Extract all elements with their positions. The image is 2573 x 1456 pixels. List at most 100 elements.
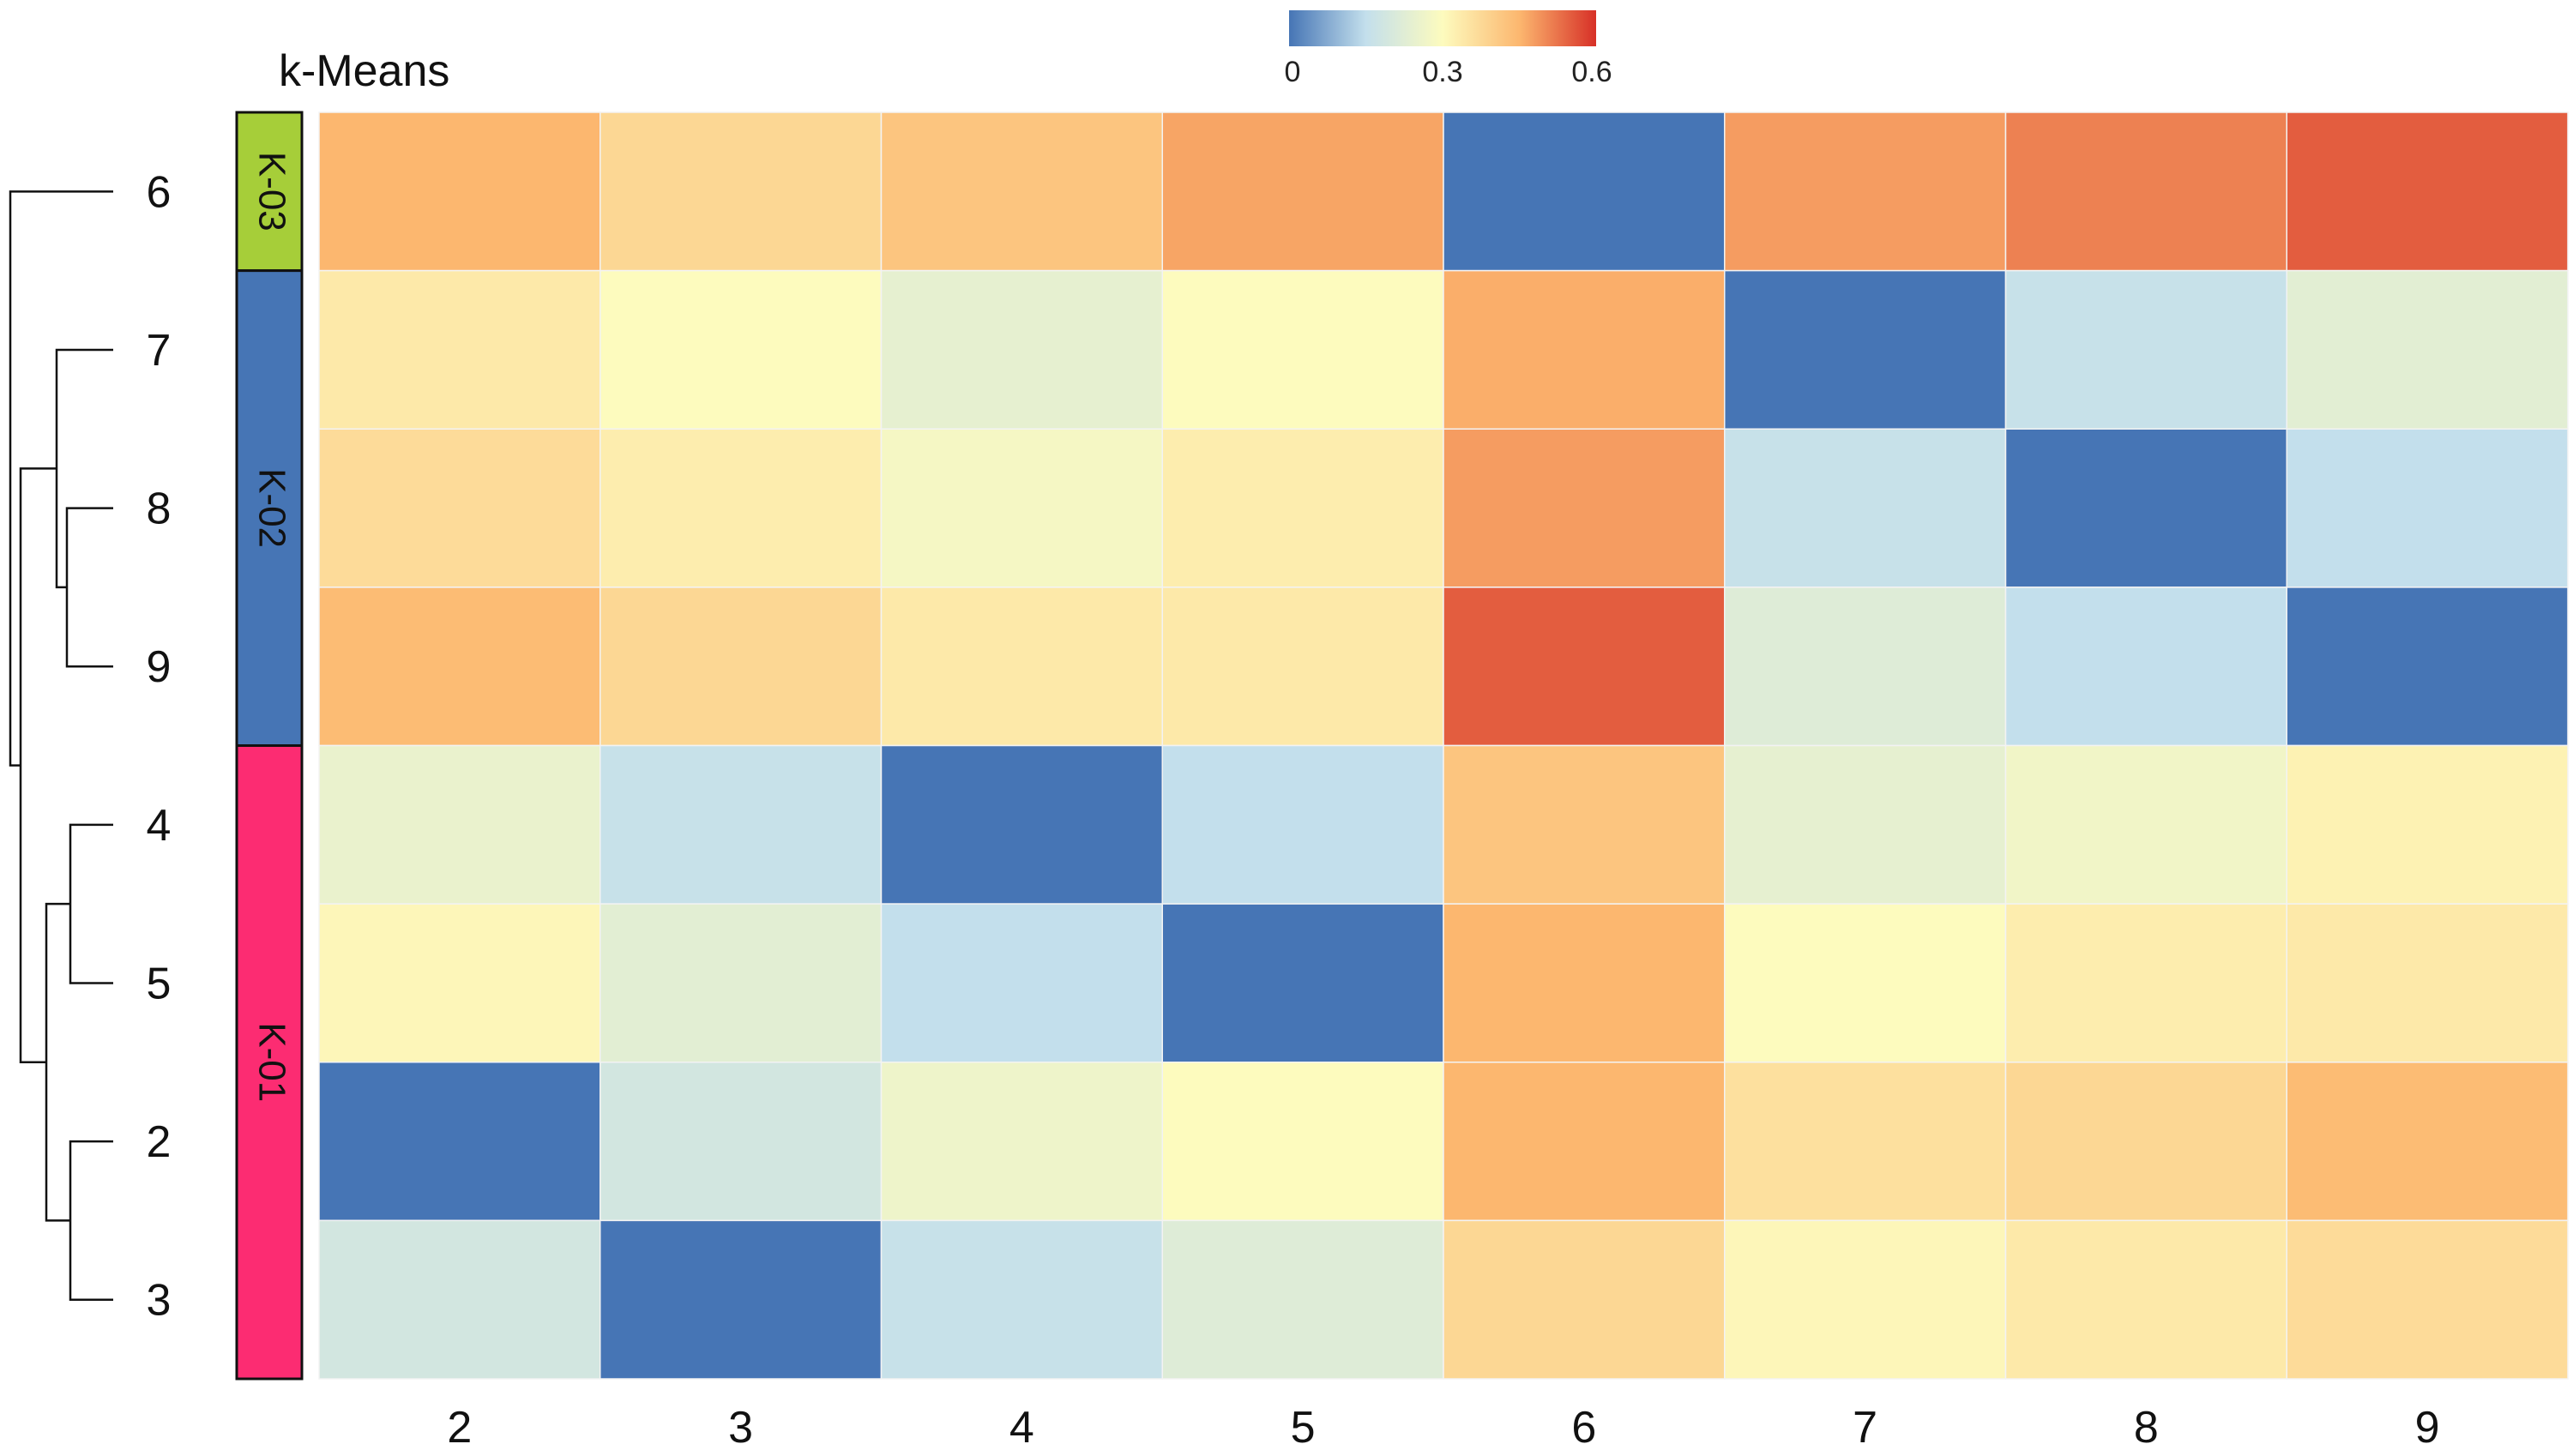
column-label: 6	[1571, 1403, 1596, 1453]
heatmap-cell-r7-c4	[880, 269, 1163, 430]
heatmap-cell-r7-c7	[1724, 269, 2007, 430]
heatmap-cell-r4-c7	[1724, 744, 2007, 905]
cluster-label: K-01	[250, 1022, 292, 1102]
heatmap-cell-r3-c9	[2286, 1219, 2569, 1380]
dendrogram-branch	[55, 348, 113, 589]
heatmap-cell-r9-c3	[600, 587, 883, 747]
heatmap-cell-r4-c5	[1161, 744, 1444, 905]
heatmap-cell-r8-c6	[1443, 428, 1726, 588]
row-labels: 6 7 8 9 4 5 2 3	[147, 167, 172, 1325]
heatmap-cell-r6-c6	[1443, 111, 1726, 272]
heatmap-cell-r8-c8	[2004, 428, 2287, 588]
heatmap-cell-r8-c3	[600, 428, 883, 588]
heatmap-cell-r2-c9	[2286, 1062, 2569, 1222]
heatmap-cell-r5-c9	[2286, 903, 2569, 1063]
dendrogram	[9, 190, 113, 1301]
heatmap-cell-r3-c3	[600, 1219, 883, 1380]
row-label: 3	[147, 1276, 172, 1326]
column-label: 8	[2134, 1403, 2159, 1453]
row-label: 2	[147, 1117, 172, 1167]
heatmap-cell-r2-c4	[880, 1062, 1163, 1222]
heatmap-cell-r8-c2	[318, 428, 601, 588]
heatmap-cell-r7-c9	[2286, 269, 2569, 430]
heatmap-cell-r6-c8	[2004, 111, 2287, 272]
color-legend: 0 0.3 0.6	[1285, 10, 1612, 88]
heatmap-cell-r5-c6	[1443, 903, 1726, 1063]
heatmap-cell-r6-c3	[600, 111, 883, 272]
heatmap-cell-r2-c7	[1724, 1062, 2007, 1222]
heatmap-cell-r6-c2	[318, 111, 601, 272]
heatmap-cell-r4-c2	[318, 744, 601, 905]
cluster-block	[235, 744, 304, 1381]
heatmap-cell-r4-c6	[1443, 744, 1726, 905]
column-label: 3	[728, 1403, 753, 1453]
row-label: 9	[147, 642, 172, 692]
heatmap-cell-r2-c2	[318, 1062, 601, 1222]
heatmap-cell-r6-c4	[880, 111, 1163, 272]
row-label: 5	[147, 959, 172, 1008]
cluster-label: K-02	[250, 468, 292, 548]
column-label: 4	[1009, 1403, 1034, 1453]
heatmap-cell-r5-c2	[318, 903, 601, 1063]
heatmap-cell-r5-c7	[1724, 903, 2007, 1063]
heatmap-cell-r5-c5	[1161, 903, 1444, 1063]
heatmap-cell-r9-c4	[880, 587, 1163, 747]
heatmap-cell-r8-c7	[1724, 428, 2007, 588]
heatmap-cell-r9-c8	[2004, 587, 2287, 747]
heatmap-cell-r2-c8	[2004, 1062, 2287, 1222]
column-labels: 2 3 4 5 6 7 8 9	[447, 1403, 2439, 1453]
heatmap-cell-r9-c9	[2286, 587, 2569, 747]
heatmap-cell-r3-c6	[1443, 1219, 1726, 1380]
row-label: 6	[147, 167, 172, 217]
chart-title: k-Means	[279, 46, 449, 96]
heatmap-cell-r4-c3	[600, 744, 883, 905]
legend-tick-mid: 0.3	[1422, 56, 1462, 88]
dendrogram-branch	[69, 1140, 113, 1301]
heatmap-cell-r8-c4	[880, 428, 1163, 588]
heatmap-cell-r2-c5	[1161, 1062, 1444, 1222]
heatmap-cell-r4-c9	[2286, 744, 2569, 905]
heatmap-cell-r5-c8	[2004, 903, 2287, 1063]
cluster-label: K-03	[250, 152, 292, 232]
heatmap-cells	[318, 111, 2569, 1380]
cluster-bar: K-03 K-02 K-01	[235, 111, 304, 1381]
legend-tick-min: 0	[1285, 56, 1301, 88]
column-label: 7	[1853, 1403, 1877, 1453]
heatmap-cell-r6-c7	[1724, 111, 2007, 272]
dendrogram-branch	[9, 190, 113, 767]
heatmap-cell-r8-c9	[2286, 428, 2569, 588]
dendrogram-branch	[69, 823, 113, 984]
heatmap-cell-r3-c4	[880, 1219, 1163, 1380]
row-label: 7	[147, 326, 172, 376]
heatmap-cell-r7-c2	[318, 269, 601, 430]
heatmap-cell-r3-c7	[1724, 1219, 2007, 1380]
heatmap-cell-r9-c6	[1443, 587, 1726, 747]
heatmap-cell-r7-c8	[2004, 269, 2287, 430]
heatmap-cell-r2-c3	[600, 1062, 883, 1222]
heatmap-cell-r9-c5	[1161, 587, 1444, 747]
heatmap-cell-r4-c8	[2004, 744, 2287, 905]
row-label: 4	[147, 801, 172, 851]
heatmap-cell-r8-c5	[1161, 428, 1444, 588]
heatmap-cell-r6-c5	[1161, 111, 1444, 272]
heatmap-cell-r6-c9	[2286, 111, 2569, 272]
heatmap-cell-r4-c4	[880, 744, 1163, 905]
cluster-block	[235, 269, 304, 747]
heatmap-cell-r9-c7	[1724, 587, 2007, 747]
row-label: 8	[147, 484, 172, 534]
heatmap-cell-r7-c5	[1161, 269, 1444, 430]
heatmap-cell-r7-c3	[600, 269, 883, 430]
column-label: 9	[2415, 1403, 2440, 1453]
heatmap-cell-r2-c6	[1443, 1062, 1726, 1222]
heatmap-cell-r7-c6	[1443, 269, 1726, 430]
dendrogram-branch	[45, 902, 70, 1222]
heatmap-cell-r5-c4	[880, 903, 1163, 1063]
dendrogram-branch	[65, 507, 113, 668]
heatmap-cell-r9-c2	[318, 587, 601, 747]
column-label: 5	[1291, 1403, 1316, 1453]
heatmap-cell-r3-c8	[2004, 1219, 2287, 1380]
legend-tick-max: 0.6	[1571, 56, 1612, 88]
heatmap-cell-r5-c3	[600, 903, 883, 1063]
cluster-block	[235, 111, 304, 273]
